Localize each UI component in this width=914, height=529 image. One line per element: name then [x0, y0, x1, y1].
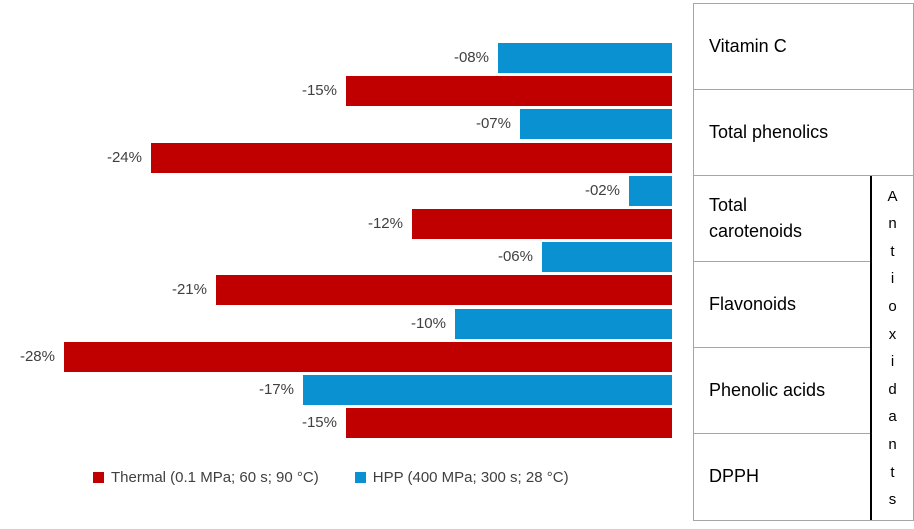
bar-hpp-phenolic-acids	[455, 309, 672, 339]
bar-thermal-total-carotenoids	[412, 209, 672, 239]
antioxidants-letter: A	[887, 187, 898, 205]
antioxidants-letter: o	[888, 298, 897, 316]
bar-hpp-flavonoids	[542, 242, 672, 272]
legend: Thermal (0.1 MPa; 60 s; 90 °C) HPP (400 …	[93, 469, 569, 486]
antioxidants-letter: n	[888, 215, 897, 233]
table-row-label: Vitamin C	[709, 35, 787, 56]
antioxidants-letter: d	[888, 380, 897, 398]
bar-label-hpp-phenolic-acids: -10%	[410, 315, 446, 332]
antioxidants-letter: a	[888, 408, 897, 426]
table-row-phenolic-acids: Phenolic acids	[694, 348, 870, 434]
legend-label-thermal: Thermal (0.1 MPa; 60 s; 90 °C)	[111, 469, 319, 486]
bar-thermal-phenolic-acids	[64, 342, 672, 372]
thermal-swatch-icon	[93, 472, 104, 483]
bar-label-thermal-flavonoids: -21%	[171, 281, 207, 298]
table-vertical-divider	[870, 176, 872, 520]
table-row-label: Total phenolics	[709, 121, 829, 142]
bar-hpp-total-carotenoids	[629, 176, 672, 206]
bar-label-thermal-phenolic-acids: -28%	[19, 348, 55, 365]
bar-hpp-vitamin-c	[498, 43, 672, 73]
antioxidants-letter: x	[888, 325, 897, 343]
bar-label-hpp-total-phenolics: -07%	[475, 115, 511, 132]
antioxidants-letter: n	[888, 436, 897, 454]
table-row-dpph: DPPH	[694, 434, 870, 520]
bar-label-hpp-flavonoids: -06%	[497, 248, 533, 265]
table-row-label: Flavonoids	[709, 293, 797, 314]
antioxidants-letter: s	[888, 491, 897, 509]
table-row-vitamin-c: Vitamin C	[694, 4, 913, 90]
bar-label-hpp-total-carotenoids: -02%	[584, 182, 620, 199]
bar-label-hpp-vitamin-c: -08%	[453, 49, 489, 66]
antioxidants-letter: t	[890, 242, 895, 260]
hpp-swatch-icon	[354, 472, 366, 483]
bar-hpp-total-phenolics	[520, 109, 672, 139]
bar-thermal-total-phenolics	[151, 143, 672, 173]
table-row-label: Total carotenoids	[709, 195, 803, 241]
category-table: Vitamin C Total phenolics Total caroteno…	[693, 3, 914, 521]
bar-thermal-dpph	[346, 408, 672, 438]
legend-item-hpp: HPP (400 MPa; 300 s; 28 °C)	[354, 469, 569, 486]
table-row-flavonoids: Flavonoids	[694, 262, 870, 348]
legend-label-hpp: HPP (400 MPa; 300 s; 28 °C)	[372, 469, 569, 486]
legend-item-thermal: Thermal (0.1 MPa; 60 s; 90 °C)	[93, 469, 319, 486]
bar-thermal-flavonoids	[216, 275, 672, 305]
table-row-total-carotenoids: Total carotenoids	[694, 176, 870, 262]
table-row-label: Phenolic acids	[709, 379, 826, 400]
bar-label-hpp-dpph: -17%	[258, 381, 294, 398]
antioxidants-letter: i	[890, 270, 895, 288]
bar-label-thermal-dpph: -15%	[301, 414, 337, 431]
bar-label-thermal-vitamin-c: -15%	[301, 82, 337, 99]
antioxidants-letter: t	[890, 463, 895, 481]
bar-plot: -08% -15% -07% -24% -02% -12% -06% -21% -10% -28%…	[19, 43, 672, 438]
table-row-label: DPPH	[709, 466, 760, 487]
antioxidants-letter: i	[890, 353, 895, 371]
bar-hpp-dpph	[303, 375, 672, 405]
bar-thermal-vitamin-c	[346, 76, 672, 106]
table-row-total-phenolics: Total phenolics	[694, 90, 913, 176]
bar-label-thermal-total-carotenoids: -12%	[367, 215, 403, 232]
bar-label-thermal-total-phenolics: -24%	[106, 149, 142, 166]
